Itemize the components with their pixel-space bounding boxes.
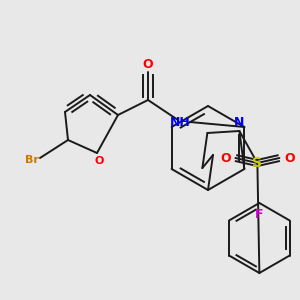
Text: NH: NH [169, 116, 190, 128]
Text: F: F [255, 208, 264, 221]
Text: O: O [284, 152, 295, 164]
Text: O: O [94, 156, 104, 166]
Text: Br: Br [25, 155, 39, 165]
Text: S: S [252, 156, 262, 170]
Text: O: O [220, 152, 231, 164]
Text: N: N [234, 116, 244, 130]
Text: O: O [143, 58, 153, 70]
